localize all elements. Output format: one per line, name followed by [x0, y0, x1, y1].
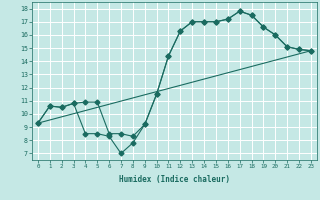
X-axis label: Humidex (Indice chaleur): Humidex (Indice chaleur): [119, 175, 230, 184]
